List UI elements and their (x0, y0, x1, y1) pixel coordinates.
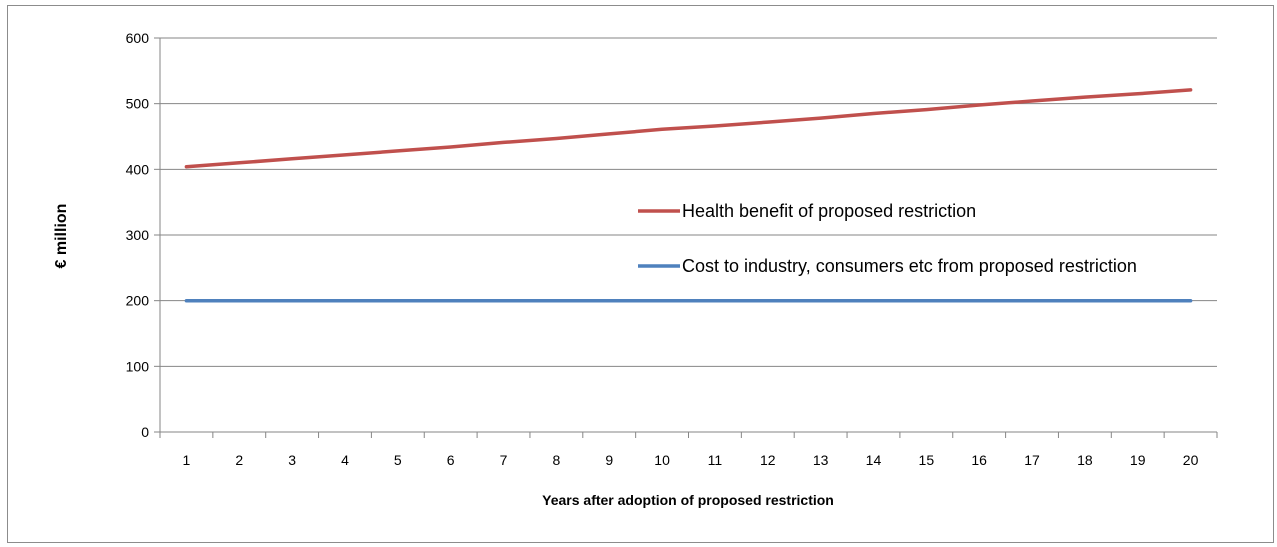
legend-label-1: Health benefit of proposed restriction (682, 201, 976, 221)
y-axis-title: € million (53, 204, 70, 269)
x-tick-label: 13 (813, 452, 829, 468)
x-tick-label: 16 (971, 452, 987, 468)
x-tick-label: 5 (394, 452, 402, 468)
x-tick-label: 8 (552, 452, 560, 468)
x-tick-label: 3 (288, 452, 296, 468)
series-line-1 (184, 88, 1193, 169)
x-tick-labels: 1 2 3 4 5 6 7 8 9 10 11 12 13 14 15 16 17 18 19 20 (159, 432, 1218, 468)
y-tick-label: 300 (126, 227, 150, 243)
x-tick-label: 18 (1077, 452, 1093, 468)
x-tick-label: 10 (654, 452, 670, 468)
legend: Health benefit of proposed restriction Co… (638, 201, 1137, 276)
y-tick-label: 500 (126, 96, 150, 112)
x-tick-label: 9 (605, 452, 613, 468)
x-tick-label: 11 (708, 452, 723, 468)
x-tick-label: 2 (235, 452, 243, 468)
x-axis-title: Years after adoption of proposed restric… (542, 492, 834, 508)
x-tick-label: 14 (866, 452, 882, 468)
x-tick-label: 6 (447, 452, 455, 468)
x-tick-label: 20 (1183, 452, 1199, 468)
x-tick-label: 17 (1024, 452, 1040, 468)
x-tick-label: 1 (183, 452, 191, 468)
x-tick-label: 12 (760, 452, 776, 468)
y-tick-label: 100 (126, 358, 150, 374)
x-tick-label: 7 (500, 452, 508, 468)
series-lines (184, 88, 1193, 303)
legend-label-2: Cost to industry, consumers etc from pro… (682, 256, 1137, 276)
y-tick-label: 400 (126, 161, 150, 177)
y-tick-label: 600 (126, 30, 150, 46)
x-tick-label: 19 (1130, 452, 1146, 468)
y-tick-label: 0 (141, 424, 149, 440)
y-tick-label: 200 (126, 293, 150, 309)
x-tick-label: 4 (341, 452, 349, 468)
x-tick-label: 15 (919, 452, 935, 468)
chart-area (7, 5, 1274, 543)
y-tick-labels: 0 100 200 300 400 500 600 (126, 30, 160, 440)
